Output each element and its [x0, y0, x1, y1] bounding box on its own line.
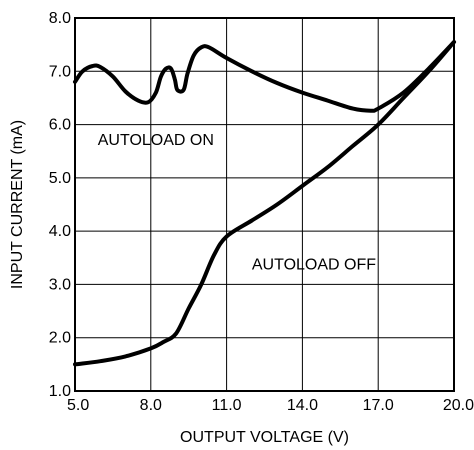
- annotations: AUTOLOAD ON AUTOLOAD OFF: [98, 132, 377, 274]
- plot-frame: [74, 17, 455, 392]
- y-tick-label: 6.0: [49, 117, 71, 134]
- series-line-1: [73, 40, 456, 113]
- y-tick-label: 7.0: [49, 63, 71, 80]
- x-tick-label: 14.0: [287, 397, 318, 414]
- x-tick-label: 17.0: [363, 397, 394, 414]
- x-axis-title: OUTPUT VOLTAGE (V): [180, 429, 349, 446]
- x-tick-label: 11.0: [212, 397, 242, 414]
- y-tick-label: 5.0: [49, 170, 71, 187]
- series-layer: [73, 40, 456, 367]
- series-annotation-2: AUTOLOAD OFF: [252, 257, 376, 274]
- series-annotation-1: AUTOLOAD ON: [98, 132, 214, 149]
- y-tick-labels: 1.0 2.0 3.0 4.0 5.0 6.0 7.0 8.0: [49, 10, 71, 400]
- y-axis-title: INPUT CURRENT (mA): [9, 120, 26, 289]
- y-tick-label: 3.0: [49, 276, 71, 293]
- x-tick-label: 20.0: [443, 397, 474, 414]
- grid: [74, 17, 455, 392]
- y-tick-label: 1.0: [49, 383, 71, 400]
- series-line-2: [73, 40, 456, 367]
- x-tick-labels: 5.0 8.0 11.0 14.0 17.0 20.0: [67, 397, 474, 414]
- y-tick-label: 8.0: [49, 10, 71, 27]
- x-tick-label: 5.0: [67, 397, 89, 414]
- y-tick-label: 2.0: [49, 330, 71, 347]
- x-tick-label: 8.0: [140, 397, 162, 414]
- y-tick-label: 4.0: [49, 223, 71, 240]
